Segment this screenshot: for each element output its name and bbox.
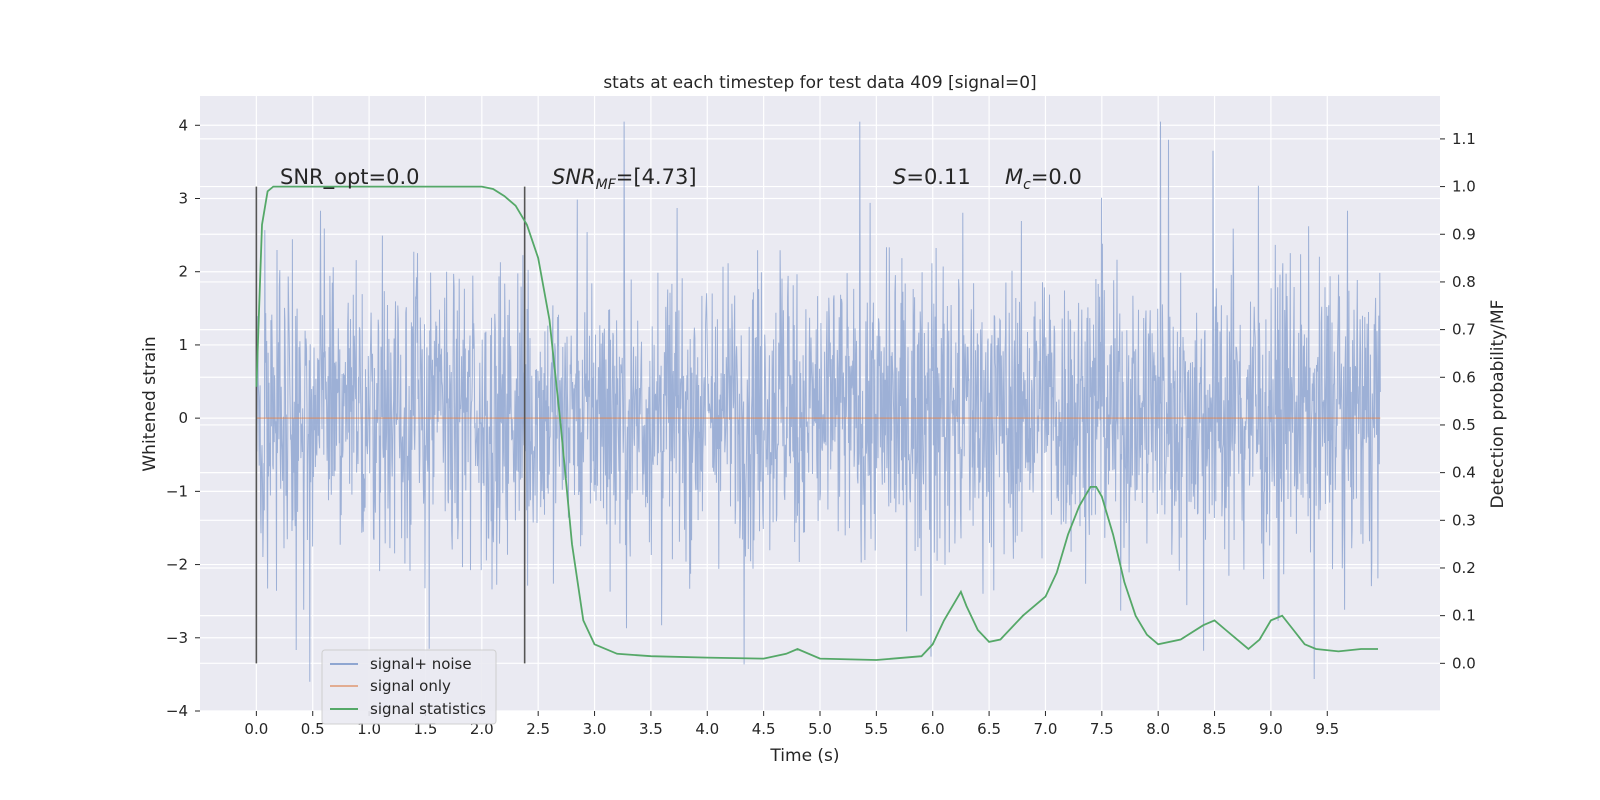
s-symbol: S: [893, 165, 906, 189]
x-tick-label: 6.5: [977, 720, 1001, 738]
annotation-mc: Mc=0.0: [1005, 165, 1082, 193]
y-left-tick-label: 1: [178, 336, 188, 354]
mc-symbol: M: [1005, 165, 1023, 189]
y-right-tick-label: 0.4: [1452, 464, 1476, 482]
x-tick-label: 4.0: [695, 720, 719, 738]
x-tick-label: 5.0: [808, 720, 832, 738]
y-left-tick-label: 2: [178, 263, 188, 281]
vertical-markers: [255, 186, 526, 664]
x-tick-label: 3.0: [583, 720, 607, 738]
y-right-tick-label: 0.7: [1452, 321, 1476, 339]
annotation-snr-mf: SNRMF=[4.73]: [552, 165, 697, 193]
snr-mf-symbol: SNR: [552, 165, 596, 189]
y-right-tick-label: 0.3: [1452, 511, 1476, 529]
legend-label-signal-statistics: signal statistics: [370, 700, 486, 718]
x-tick-label: 9.5: [1315, 720, 1339, 738]
signal-noise-series: [255, 121, 1381, 682]
y-axis-left-label: Whitened strain: [140, 336, 160, 471]
y-left-tick-label: −2: [166, 556, 188, 574]
x-axis-label: Time (s): [769, 746, 839, 766]
y-left-tick-label: 3: [178, 190, 188, 208]
snr-mf-subscript: MF: [596, 177, 617, 193]
y-left-tick-label: 4: [178, 116, 188, 134]
legend-box: [321, 649, 497, 725]
signal-statistics-series: [255, 185, 1378, 661]
y-right-tick-label: 1.1: [1452, 130, 1476, 148]
y-axis-right-label: Detection probability/MF: [1488, 300, 1508, 509]
legend: signal+ noise signal only signal statist…: [321, 649, 497, 725]
y-right-tick-label: 0.2: [1452, 559, 1476, 577]
x-tick-label: 5.5: [864, 720, 888, 738]
legend-label-signal-noise: signal+ noise: [370, 655, 472, 673]
signal-statistics-line: [255, 185, 1378, 661]
x-tick-label: 4.5: [752, 720, 776, 738]
x-tick-label: 7.5: [1090, 720, 1114, 738]
y-right-tick-label: 0.9: [1452, 225, 1476, 243]
y-axis-left-ticks: 4 3 2 1 0 −1 −2 −3 −4: [166, 116, 200, 720]
chart-title: stats at each timestep for test data 409…: [603, 73, 1036, 93]
y-right-tick-label: 0.5: [1452, 416, 1476, 434]
s-value: =0.11: [906, 165, 970, 189]
signal-noise-line: [255, 121, 1381, 682]
x-tick-label: 2.5: [526, 720, 550, 738]
x-tick-label: 9.0: [1259, 720, 1283, 738]
x-tick-label: 6.0: [921, 720, 945, 738]
x-tick-label: 8.5: [1203, 720, 1227, 738]
y-right-tick-label: 0.6: [1452, 368, 1476, 386]
x-tick-label: 7.0: [1034, 720, 1058, 738]
y-right-tick-label: 0.0: [1452, 654, 1476, 672]
snr-mf-value: =[4.73]: [616, 165, 697, 189]
annotation-s: S=0.11: [893, 165, 971, 189]
x-tick-label: 0.5: [301, 720, 325, 738]
y-right-tick-label: 0.1: [1452, 607, 1476, 625]
x-tick-label: 8.0: [1146, 720, 1170, 738]
y-left-tick-label: −1: [166, 482, 188, 500]
y-left-tick-label: −3: [166, 629, 188, 647]
x-axis-ticks: 0.0 0.5 1.0 1.5 2.0 2.5 3.0 3.5 4.0 4.5 5.0 5.5 6.0 6…: [244, 711, 1339, 738]
y-left-tick-label: −4: [166, 702, 188, 720]
mc-subscript: c: [1023, 177, 1031, 193]
x-tick-label: 0.0: [244, 720, 268, 738]
legend-label-signal-only: signal only: [370, 677, 451, 695]
mc-value: =0.0: [1031, 165, 1082, 189]
y-right-tick-label: 0.8: [1452, 273, 1476, 291]
y-right-tick-label: 1.0: [1452, 178, 1476, 196]
x-tick-label: 3.5: [639, 720, 663, 738]
annotation-snr-opt: SNR_opt=0.0: [280, 165, 420, 190]
y-axis-right-ticks: 1.1 1.0 0.9 0.8 0.7 0.6 0.5 0.4 0.3 0.2 0.1 0.0: [1440, 130, 1476, 672]
y-left-tick-label: 0: [178, 409, 188, 427]
